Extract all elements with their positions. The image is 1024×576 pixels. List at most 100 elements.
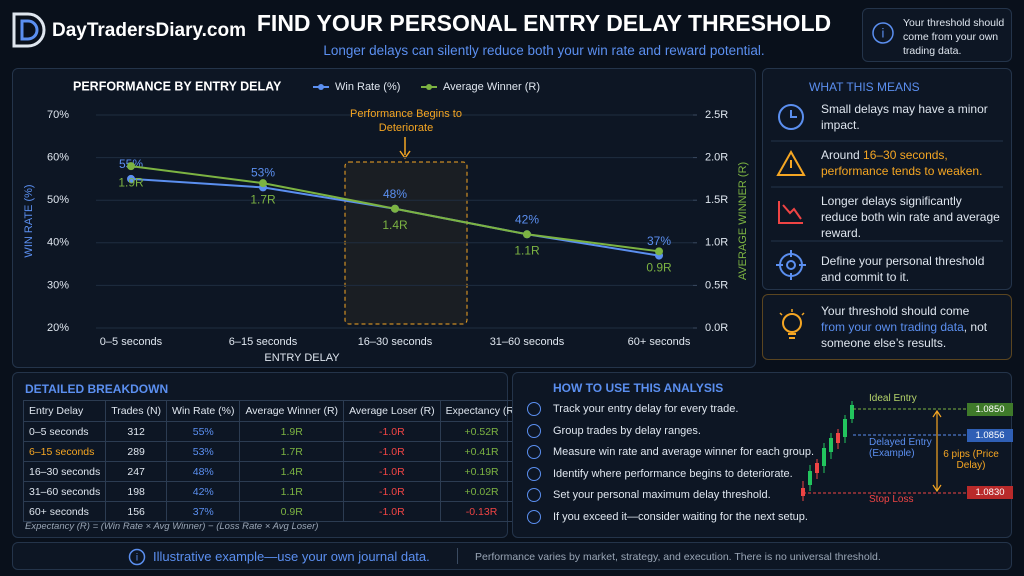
table-cell: 0.9R	[239, 501, 345, 522]
y2-tick-label: 0.5R	[705, 279, 728, 291]
step-text: If you exceed it—consider waiting for th…	[553, 511, 808, 523]
table-cell: -1.0R	[343, 501, 441, 522]
info-icon: i	[872, 22, 894, 44]
table-cell: 289	[105, 441, 168, 462]
svg-text:i: i	[882, 25, 885, 40]
table-cell: 0–5 seconds	[22, 421, 107, 442]
chart-title: PERFORMANCE BY ENTRY DELAY	[73, 79, 282, 93]
table-cell: 42%	[166, 481, 241, 502]
table-cell: 1.4R	[239, 461, 345, 482]
y2-tick-label: 1.0R	[705, 237, 728, 249]
step-text: Set your personal maximum delay threshol…	[553, 489, 771, 502]
data-label: 0.9R	[646, 260, 672, 274]
y-tick-label: 30%	[47, 279, 69, 291]
table-cell: +0.02R	[439, 481, 524, 502]
y-axis-title: WIN RATE (%)	[23, 184, 35, 257]
callout-before: Your threshold should come	[821, 304, 970, 318]
column-header: Entry Delay	[22, 400, 107, 422]
table-cell: 1.7R	[239, 441, 345, 462]
legend-label: Average Winner (R)	[443, 81, 540, 93]
meaning-title: WHAT THIS MEANS	[809, 80, 920, 94]
data-label: 53%	[251, 166, 275, 180]
y-tick-label: 70%	[47, 109, 69, 121]
table-row: 16–30 seconds 247 48% 1.4R -1.0R +0.19R	[22, 461, 524, 482]
table-panel: DETAILED BREAKDOWN Entry Delay Trades (N)…	[12, 372, 524, 538]
annotation: Performance Begins to Deteriorate	[350, 108, 462, 134]
data-label: 42%	[515, 212, 539, 226]
data-label: 1.4R	[382, 218, 408, 232]
legend-dot	[318, 84, 324, 90]
ideal-price: 1.0850	[967, 403, 1013, 416]
table-cell: 55%	[166, 421, 241, 442]
data-point	[127, 174, 135, 183]
table-row: 6–15 seconds 289 53% 1.7R -1.0R +0.41R	[22, 441, 524, 462]
meaning-item: Small delays may have a minor impact.	[821, 102, 988, 132]
chart: PERFORMANCE BY ENTRY DELAY ENTRY DELAY W…	[23, 79, 749, 364]
step-check	[527, 423, 541, 438]
table-footnote: Expectancy (R) = (Win Rate × Avg Winner)…	[25, 521, 319, 532]
callout-text: Your threshold should come from your own…	[821, 303, 996, 351]
column-header: Average Winner (R)	[239, 400, 345, 422]
step-text: Identify where performance begins to det…	[553, 467, 793, 480]
table-cell: 1.9R	[239, 421, 345, 442]
bulb-icon	[779, 309, 805, 339]
step-check	[527, 466, 541, 481]
table-cell: 247	[105, 461, 168, 482]
x-axis-title: ENTRY DELAY	[264, 352, 340, 364]
table-cell: 312	[105, 421, 168, 442]
meaning-item: Define your personal threshold and commi…	[821, 254, 985, 284]
y2-tick-label: 2.5R	[705, 109, 728, 121]
y2-axis-title: AVERAGE WINNER (R)	[737, 162, 749, 280]
y2-tick-label: 1.5R	[705, 194, 728, 206]
callout-after: , not someone else’s results.	[821, 320, 988, 350]
footer-divider	[457, 548, 458, 564]
meaning-panel: WHAT THIS MEANS Small delays may have a …	[762, 68, 1012, 290]
meaning-highlight: 16–30 seconds, performance tends to weak…	[821, 148, 983, 178]
table-cell: -1.0R	[343, 481, 441, 502]
x-tick-label: 0–5 seconds	[100, 336, 163, 348]
note-text: Your threshold should come from your own…	[903, 17, 1005, 57]
table-row: 31–60 seconds 198 42% 1.1R -1.0R +0.02R	[22, 481, 524, 502]
table-cell: 1.1R	[239, 481, 345, 502]
callout-highlight: from your own trading data	[821, 320, 964, 334]
table-cell: +0.19R	[439, 461, 524, 482]
delayed-price: 1.0856	[967, 429, 1013, 442]
table-cell: 31–60 seconds	[22, 481, 107, 502]
x-tick-label: 16–30 seconds	[358, 336, 433, 348]
footer-info-icon: i	[128, 548, 146, 566]
y-tick-label: 20%	[47, 322, 69, 334]
column-header: Average Loser (R)	[343, 400, 441, 422]
table-cell: 6–15 seconds	[22, 441, 107, 462]
logo-icon	[12, 12, 46, 48]
ideal-label: Ideal Entry	[869, 393, 917, 404]
table-cell: -1.0R	[343, 421, 441, 442]
page-title: FIND YOUR PERSONAL ENTRY DELAY THRESHOLD	[256, 10, 832, 36]
table-cell: 156	[105, 501, 168, 522]
table-cell: 48%	[166, 461, 241, 482]
breakdown-table: Entry Delay Trades (N) Win Rate (%) Average…	[22, 400, 524, 522]
note-box: i Your threshold should come from your o…	[862, 8, 1012, 62]
data-label: 48%	[383, 187, 407, 201]
table-cell: -0.13R	[439, 501, 524, 522]
table-cell: 60+ seconds	[22, 501, 107, 522]
y-tick-label: 60%	[47, 152, 69, 164]
table-cell: 198	[105, 481, 168, 502]
chart-panel: PERFORMANCE BY ENTRY DELAY ENTRY DELAY W…	[12, 68, 756, 368]
table-row: 60+ seconds 156 37% 0.9R -1.0R -0.13R	[22, 501, 524, 522]
footer: i Illustrative example—use your own jour…	[12, 542, 1012, 570]
page-subtitle: Longer delays can silently reduce both y…	[323, 43, 765, 58]
logo-text: DayTradersDiary.com	[52, 20, 246, 41]
table-row: 0–5 seconds 312 55% 1.9R -1.0R +0.52R	[22, 421, 524, 442]
step-check	[527, 402, 541, 416]
step-text: Group trades by delay ranges.	[553, 424, 701, 437]
data-point	[523, 230, 531, 239]
data-point	[655, 247, 663, 256]
table-title: DETAILED BREAKDOWN	[25, 382, 169, 396]
legend-dot	[426, 84, 432, 90]
delayed-label: Delayed Entry (Example)	[869, 437, 932, 459]
table-cell: -1.0R	[343, 461, 441, 482]
table-header-row: Entry Delay Trades (N) Win Rate (%) Average…	[22, 400, 524, 422]
data-point	[391, 204, 399, 213]
table-cell: +0.41R	[439, 441, 524, 462]
